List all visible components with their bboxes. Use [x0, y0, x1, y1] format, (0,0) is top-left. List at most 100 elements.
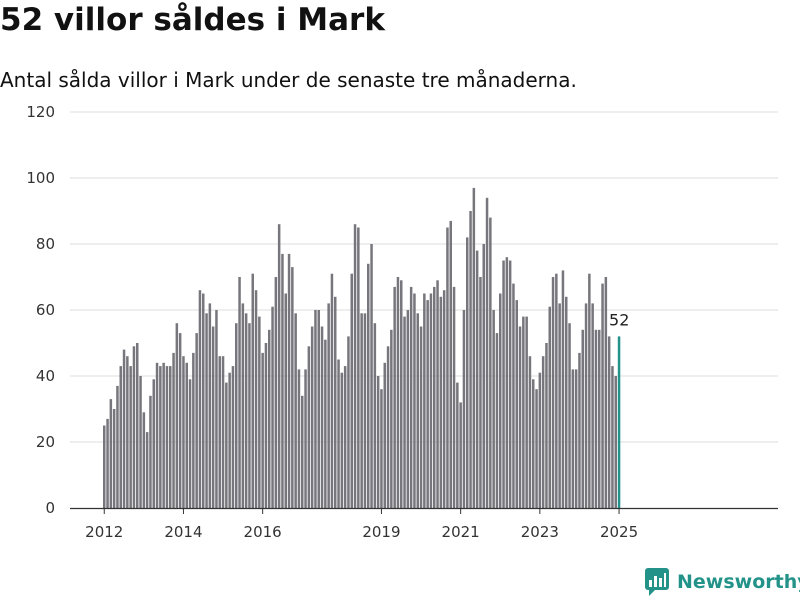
- bar: [271, 306, 274, 508]
- bar: [386, 346, 390, 508]
- bar: [208, 303, 212, 508]
- bar: [254, 290, 258, 508]
- bar: [185, 362, 188, 508]
- bar: [469, 211, 472, 508]
- bar: [178, 333, 182, 508]
- bar: [495, 333, 499, 508]
- bar: [611, 366, 614, 508]
- y-tick-label: 20: [36, 433, 55, 451]
- bar: [436, 280, 439, 508]
- bar: [380, 389, 383, 508]
- bar: [601, 283, 604, 508]
- bar: [551, 277, 555, 508]
- bar: [479, 277, 482, 508]
- bar: [416, 313, 419, 508]
- annotations: 52: [609, 310, 629, 329]
- bar: [116, 385, 119, 508]
- bar: [419, 326, 423, 508]
- bar: [541, 356, 545, 508]
- bar: [274, 277, 278, 508]
- bar: [545, 343, 548, 508]
- bar: [426, 300, 429, 508]
- y-tick-label: 100: [26, 169, 55, 187]
- bar: [390, 329, 393, 508]
- bar: [228, 372, 231, 508]
- bar: [393, 286, 396, 508]
- bar: [159, 366, 162, 508]
- bar: [598, 329, 601, 508]
- bar: [215, 310, 218, 508]
- bar: [182, 356, 185, 508]
- bar: [522, 316, 525, 508]
- bar: [112, 409, 116, 508]
- bar: [119, 366, 122, 508]
- bar: [561, 270, 565, 508]
- bar: [165, 366, 169, 508]
- bar: [218, 356, 221, 508]
- bar: [538, 372, 542, 508]
- bar: [350, 273, 353, 508]
- bar: [555, 273, 558, 508]
- x-tick-label: 2014: [164, 523, 202, 541]
- bar: [152, 379, 155, 508]
- bar: [475, 250, 479, 508]
- bar: [142, 412, 146, 508]
- bar: [568, 323, 571, 508]
- bar: [429, 293, 433, 508]
- bar: [406, 310, 410, 508]
- bar: [581, 329, 584, 508]
- bar: [277, 224, 281, 508]
- bar: [320, 326, 324, 508]
- bar: [291, 267, 294, 508]
- chart-title: 52 villor såldes i Mark: [0, 2, 385, 38]
- bar: [248, 323, 251, 508]
- bar: [604, 277, 608, 508]
- y-tick-label: 80: [36, 235, 55, 253]
- bar: [423, 293, 426, 508]
- bar: [396, 277, 400, 508]
- y-tick-label: 40: [36, 367, 55, 385]
- y-tick-label: 60: [36, 301, 55, 319]
- bar: [482, 244, 485, 508]
- bar: [334, 296, 337, 508]
- bar: [370, 244, 373, 508]
- bar: [446, 227, 449, 508]
- bar: [588, 273, 591, 508]
- bar: [238, 277, 241, 508]
- latest-value-label: 52: [609, 310, 629, 329]
- bar: [235, 323, 238, 508]
- bar: [169, 366, 172, 508]
- bar: [452, 286, 456, 508]
- bar: [122, 349, 126, 508]
- bar: [106, 418, 109, 508]
- bar: [614, 376, 617, 508]
- x-tick-label: 2025: [600, 523, 638, 541]
- bar: [594, 329, 598, 508]
- bar: [548, 306, 551, 508]
- bar: [231, 366, 235, 508]
- bar: [304, 369, 307, 508]
- bar: [574, 369, 578, 508]
- bar: [373, 323, 377, 508]
- y-tick-label: 0: [45, 499, 55, 517]
- bar: [337, 359, 340, 508]
- newsworthy-logo-icon: [645, 568, 669, 596]
- bar: [261, 352, 264, 508]
- bar: [442, 290, 446, 508]
- bar: [310, 326, 314, 508]
- bar: [489, 217, 492, 508]
- bar: [301, 395, 304, 508]
- bar: [103, 425, 106, 508]
- bar: [258, 316, 261, 508]
- bar: [330, 273, 334, 508]
- bar: [591, 303, 594, 508]
- bar: [268, 329, 271, 508]
- bar: [607, 336, 611, 508]
- bar: [466, 237, 469, 508]
- bar: [413, 293, 416, 508]
- bar: [400, 280, 403, 508]
- axes: 0 20 40 60 80 100 120 2012 2014 2016 2019 2021 2023 2…: [26, 103, 778, 541]
- bar: [132, 346, 136, 508]
- bar: [499, 293, 502, 508]
- bar: [251, 273, 254, 508]
